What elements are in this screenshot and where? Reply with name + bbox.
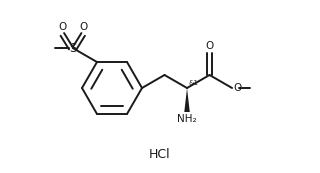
Text: O: O <box>79 22 87 32</box>
Text: O: O <box>58 22 67 32</box>
Text: HCl: HCl <box>149 148 171 162</box>
Text: S: S <box>69 42 76 54</box>
Text: &1: &1 <box>188 80 198 86</box>
Text: O: O <box>205 41 214 51</box>
Polygon shape <box>184 88 190 112</box>
Text: NH₂: NH₂ <box>177 114 197 124</box>
Text: O: O <box>233 83 241 93</box>
